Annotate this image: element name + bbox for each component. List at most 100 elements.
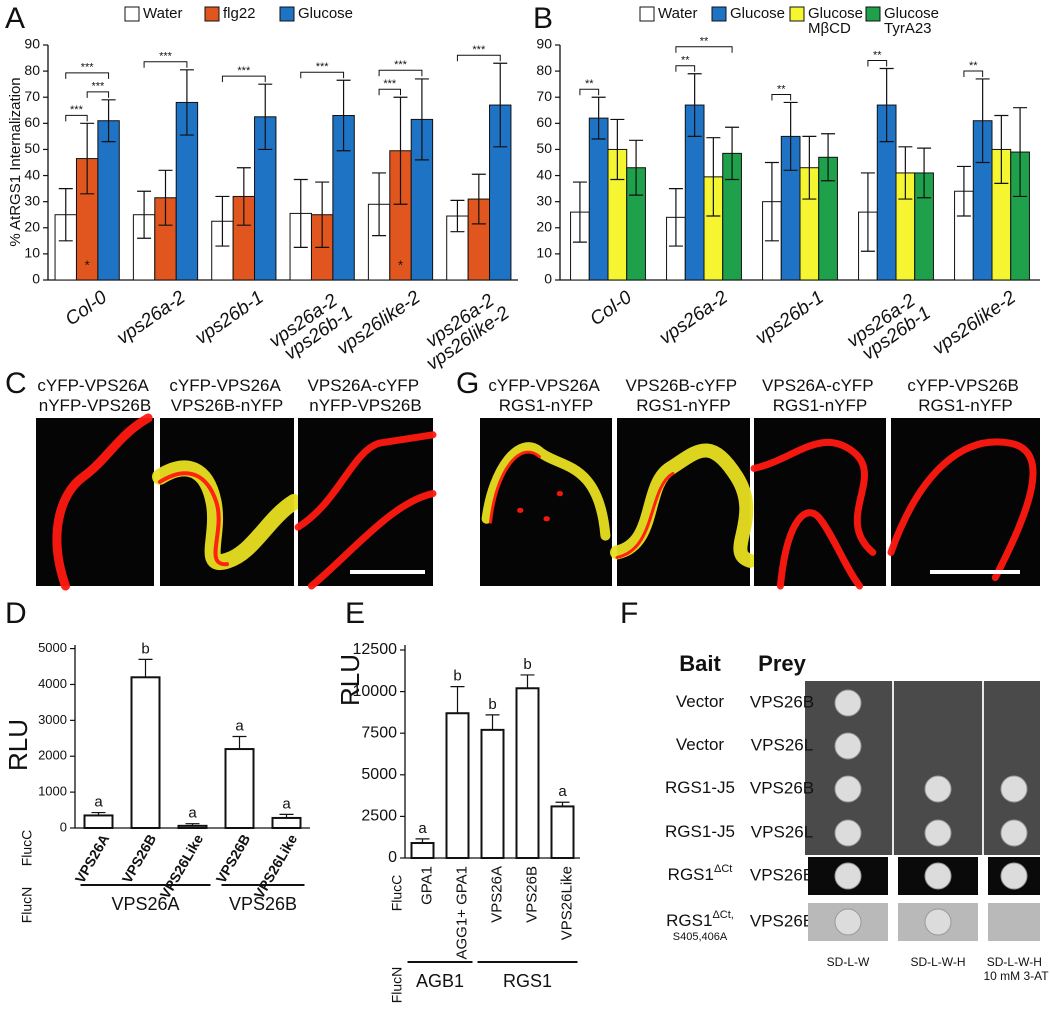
legend-swatch <box>711 6 727 22</box>
x-tick-label: vps26a-2 vps26like-2 <box>412 287 514 375</box>
y-tick-label: 90 <box>24 36 40 52</box>
error-bar <box>471 173 486 225</box>
colony <box>924 862 952 890</box>
significance-bracket <box>867 60 888 67</box>
membrane-signal <box>298 435 433 527</box>
legend-swatch <box>279 6 295 22</box>
y-tick-label: 40 <box>536 166 552 182</box>
prey-label: VPS26B <box>750 778 814 797</box>
significance-bracket <box>579 88 600 96</box>
micrograph-signal <box>57 418 148 586</box>
error-bar <box>956 165 971 217</box>
error-bar <box>293 178 308 248</box>
bar-letter: b <box>523 656 531 673</box>
membrane-signal <box>160 473 227 564</box>
bar-note: * <box>398 257 403 272</box>
membrane-signal <box>312 494 434 586</box>
micrograph-signal <box>298 435 433 586</box>
column-header: Prey <box>758 651 806 676</box>
x-tick-label: VPS26A <box>72 831 113 886</box>
medium-label: SD-L-W-H <box>910 955 965 969</box>
error-bar <box>917 147 932 199</box>
bar-letter: b <box>453 668 461 685</box>
y-tick-label: 5000 <box>361 766 397 783</box>
significance-label: *** <box>91 81 105 93</box>
error-bar <box>860 172 875 252</box>
y-tick-label: 80 <box>536 62 552 78</box>
x-tick-label: VPS26Like <box>157 831 207 901</box>
significance-bracket <box>675 46 733 53</box>
error-bar <box>450 199 465 233</box>
bar <box>515 687 540 859</box>
legend-label: Glucose TyrA23 <box>884 5 943 37</box>
membrane-signal <box>520 494 561 519</box>
bait-name: RGS1 <box>668 865 714 884</box>
y-tick-label: 70 <box>24 88 40 104</box>
error-bar <box>687 73 702 137</box>
membrane-signal <box>491 452 540 522</box>
significance-bracket <box>143 61 188 68</box>
significance-bracket <box>771 93 792 101</box>
error-bar <box>555 801 570 807</box>
x-tick-label: VPS26Like <box>251 831 301 901</box>
y-tick-label: 2000 <box>38 748 67 763</box>
bar <box>177 824 208 829</box>
bar-letter: a <box>235 717 244 734</box>
bar <box>130 676 161 830</box>
error-bar <box>372 172 387 237</box>
prey-label: VPS26B <box>750 692 814 711</box>
error-bar <box>975 78 990 164</box>
error-bar <box>520 674 535 689</box>
image-label: VPS26A-cYFP nYFP-VPS26B <box>308 376 424 415</box>
y-tick-label: 60 <box>536 114 552 130</box>
y-axis-label: RLU <box>335 654 365 706</box>
y-tick-label: 30 <box>536 192 552 208</box>
bar <box>271 816 302 830</box>
error-bar <box>138 658 153 678</box>
x-tick-label: VPS26B <box>213 831 254 886</box>
error-bar <box>215 195 230 247</box>
bar <box>97 120 120 281</box>
colony <box>924 819 952 847</box>
error-bar <box>137 190 152 239</box>
row-label: FlucC <box>389 875 405 912</box>
significance-label: *** <box>70 104 84 116</box>
significance-label: *** <box>383 78 397 90</box>
x-tick-label: Col-0 <box>587 287 637 330</box>
colony <box>1000 862 1028 890</box>
colony <box>834 689 862 717</box>
micrograph-signal <box>617 450 750 560</box>
membrane-signal <box>754 442 873 552</box>
legend-swatch <box>124 6 140 22</box>
y-tick-label: 3000 <box>38 712 67 727</box>
x-tick-label: VPS26B <box>119 831 160 886</box>
medium-label: SD-L-W-H 10 mM 3-AT <box>983 955 1049 983</box>
colony <box>924 775 952 803</box>
image-label: VPS26B-cYFP RGS1-nYFP <box>626 376 742 415</box>
error-bar <box>629 139 644 196</box>
x-tick-label: VPS26A <box>488 866 505 923</box>
y-tick-label: 80 <box>24 62 40 78</box>
bait-name: RGS1 <box>666 911 712 930</box>
x-tick-label: vps26a-2 vps26b-1 <box>843 287 934 368</box>
x-tick-label: vps26a-2 <box>656 287 732 349</box>
significance-label: ** <box>700 36 709 48</box>
membrane-signal <box>891 442 1033 578</box>
y-tick-label: 60 <box>24 114 40 130</box>
colony <box>834 908 862 936</box>
x-tick-label: vps26a-2 <box>113 287 189 349</box>
y-tick-label: 50 <box>24 140 40 156</box>
bait-label: Vector <box>676 735 725 754</box>
x-tick-label: vps26like-2 <box>929 287 1020 360</box>
error-bar <box>91 811 106 816</box>
error-bar <box>414 78 429 161</box>
y-tick-label: 10000 <box>353 683 398 700</box>
significance-label: ** <box>969 60 978 72</box>
significance-label: ** <box>777 83 786 95</box>
error-bar <box>415 838 430 844</box>
error-bar <box>179 69 194 136</box>
significance-label: ** <box>681 55 690 67</box>
image-label: cYFP-VPS26A RGS1-nYFP <box>488 376 603 415</box>
